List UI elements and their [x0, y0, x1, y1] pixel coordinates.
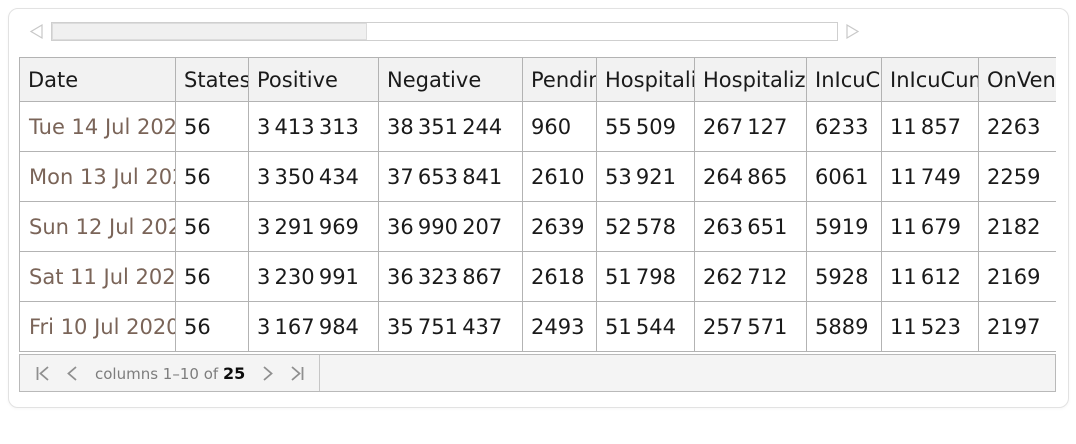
cell-positive: 3 230 991 — [248, 251, 379, 302]
cell-hospitalized-currently: 53 921 — [596, 151, 695, 202]
table-row: Fri 10 Jul 2020 56 3 167 984 35 751 437 … — [19, 301, 1056, 352]
previous-columns-icon[interactable] — [63, 364, 82, 383]
column-header-hospitalized-cumulative: HospitalizedCumulative — [694, 57, 807, 102]
cell-inicu-cumulative: 11 612 — [881, 251, 979, 302]
scroll-right-icon[interactable] — [844, 23, 861, 40]
column-scrollbar — [28, 21, 1058, 41]
cell-hospitalized-cumulative: 267 127 — [694, 101, 807, 152]
first-columns-icon[interactable] — [33, 364, 52, 383]
cell-negative: 36 323 867 — [378, 251, 523, 302]
table-row: Mon 13 Jul 2020 56 3 350 434 37 653 841 … — [19, 151, 1056, 202]
cell-onventilator: 2197 — [978, 301, 1056, 352]
column-header-hospitalized-currently: HospitalizedCurrently — [596, 57, 695, 102]
column-header-pending: Pending — [522, 57, 597, 102]
cell-onventilator: 2169 — [978, 251, 1056, 302]
cell-states: 56 — [175, 301, 249, 352]
column-header-inicu-currently: InIcuCurrently — [806, 57, 882, 102]
cell-date: Tue 14 Jul 2020 — [19, 101, 176, 152]
cell-onventilator: 2259 — [978, 151, 1056, 202]
columns-range-label: columns 1–10 of 25 — [95, 364, 245, 383]
cell-date: Fri 10 Jul 2020 — [19, 301, 176, 352]
columns-total-count: 25 — [222, 363, 246, 383]
cell-inicu-currently: 5928 — [806, 251, 882, 302]
cell-hospitalized-currently: 52 578 — [596, 201, 695, 252]
cell-onventilator: 2182 — [978, 201, 1056, 252]
table-row: Sat 11 Jul 2020 56 3 230 991 36 323 867 … — [19, 251, 1056, 302]
cell-inicu-cumulative: 11 523 — [881, 301, 979, 352]
cell-hospitalized-currently: 51 544 — [596, 301, 695, 352]
column-header-inicu-cumulative: InIcuCumulative — [881, 57, 979, 102]
data-table: Date States Positive Negative Pending Ho… — [19, 57, 1056, 352]
cell-pending: 2493 — [522, 301, 597, 352]
scrollbar-thumb[interactable] — [52, 22, 367, 40]
cell-negative: 37 653 841 — [378, 151, 523, 202]
next-columns-icon[interactable] — [258, 364, 277, 383]
column-header-date: Date — [19, 57, 176, 102]
cell-negative: 38 351 244 — [378, 101, 523, 152]
last-columns-icon[interactable] — [288, 364, 307, 383]
cell-inicu-cumulative: 11 749 — [881, 151, 979, 202]
scroll-left-icon[interactable] — [28, 23, 45, 40]
cell-states: 56 — [175, 151, 249, 202]
cell-states: 56 — [175, 201, 249, 252]
table-viewport: Date States Positive Negative Pending Ho… — [19, 57, 1056, 352]
table-row: Tue 14 Jul 2020 56 3 413 313 38 351 244 … — [19, 101, 1056, 152]
cell-pending: 2639 — [522, 201, 597, 252]
column-pagination-bar: columns 1–10 of 25 — [19, 354, 1056, 392]
scrollbar-track[interactable] — [51, 21, 838, 41]
cell-date: Sun 12 Jul 2020 — [19, 201, 176, 252]
column-pager: columns 1–10 of 25 — [20, 355, 320, 391]
cell-inicu-cumulative: 11 857 — [881, 101, 979, 152]
cell-inicu-cumulative: 11 679 — [881, 201, 979, 252]
cell-hospitalized-currently: 55 509 — [596, 101, 695, 152]
cell-hospitalized-currently: 51 798 — [596, 251, 695, 302]
cell-inicu-currently: 5919 — [806, 201, 882, 252]
cell-hospitalized-cumulative: 257 571 — [694, 301, 807, 352]
data-table-card: Date States Positive Negative Pending Ho… — [8, 8, 1069, 408]
cell-states: 56 — [175, 251, 249, 302]
cell-positive: 3 291 969 — [248, 201, 379, 252]
cell-negative: 35 751 437 — [378, 301, 523, 352]
cell-inicu-currently: 5889 — [806, 301, 882, 352]
table-row: Sun 12 Jul 2020 56 3 291 969 36 990 207 … — [19, 201, 1056, 252]
cell-hospitalized-cumulative: 263 651 — [694, 201, 807, 252]
header-row: Date States Positive Negative Pending Ho… — [19, 57, 1056, 102]
cell-positive: 3 167 984 — [248, 301, 379, 352]
column-header-onventilator: OnVentilatorCurrently — [978, 57, 1056, 102]
cell-inicu-currently: 6233 — [806, 101, 882, 152]
cell-date: Mon 13 Jul 2020 — [19, 151, 176, 202]
column-header-positive: Positive — [248, 57, 379, 102]
footer-spacer — [320, 355, 1055, 391]
cell-positive: 3 413 313 — [248, 101, 379, 152]
column-header-states: States — [175, 57, 249, 102]
cell-pending: 960 — [522, 101, 597, 152]
cell-pending: 2610 — [522, 151, 597, 202]
cell-positive: 3 350 434 — [248, 151, 379, 202]
cell-inicu-currently: 6061 — [806, 151, 882, 202]
cell-negative: 36 990 207 — [378, 201, 523, 252]
cell-hospitalized-cumulative: 262 712 — [694, 251, 807, 302]
cell-onventilator: 2263 — [978, 101, 1056, 152]
cell-hospitalized-cumulative: 264 865 — [694, 151, 807, 202]
column-header-negative: Negative — [378, 57, 523, 102]
columns-range-text: columns 1–10 of — [95, 364, 219, 383]
cell-states: 56 — [175, 101, 249, 152]
cell-pending: 2618 — [522, 251, 597, 302]
cell-date: Sat 11 Jul 2020 — [19, 251, 176, 302]
